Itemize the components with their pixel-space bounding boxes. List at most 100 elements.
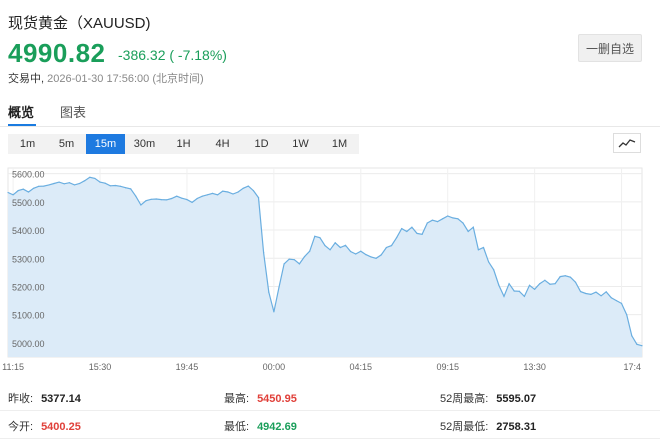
- x-tick-label: 15:30: [89, 362, 112, 372]
- period-4h-button[interactable]: 4H: [215, 138, 230, 150]
- period-1m-button[interactable]: 1m: [19, 138, 36, 150]
- stat-prev-close: 昨收: 5377.14: [8, 390, 81, 406]
- price-point: [99, 181, 101, 183]
- price-point: [7, 191, 9, 194]
- price-point: [314, 235, 316, 237]
- price-point: [222, 190, 224, 192]
- x-tick-label: 13:30: [523, 362, 546, 372]
- stat-prev-close-value: 5377.14: [41, 393, 81, 405]
- stat-52w-low-label: 52周最低:: [440, 421, 489, 433]
- price-point: [641, 345, 643, 347]
- price-point: [569, 276, 572, 278]
- price-point: [53, 182, 55, 185]
- chart-type-toggle-button[interactable]: [613, 133, 641, 153]
- price-point: [227, 191, 229, 193]
- price-point: [89, 176, 91, 178]
- period-5m-button[interactable]: 5m: [58, 138, 75, 150]
- price-point: [176, 195, 178, 197]
- period-1h-button[interactable]: 1H: [176, 138, 191, 150]
- status-label: 交易中,: [8, 73, 45, 85]
- price-point: [436, 220, 439, 223]
- tab-overview[interactable]: 概览: [8, 105, 35, 120]
- price-point: [171, 197, 173, 200]
- price-point: [78, 182, 81, 185]
- price-point: [119, 185, 122, 187]
- price-point: [237, 191, 239, 193]
- stat-low-label: 最低:: [224, 421, 250, 433]
- status-timezone: (北京时间): [152, 73, 204, 85]
- price-point: [114, 184, 116, 187]
- stats-row-2: 今开: 5400.25 最低: 4942.69 52周最低: 2758.31: [0, 412, 660, 439]
- price-point: [263, 252, 265, 254]
- price-point: [298, 263, 301, 265]
- period-1w-button[interactable]: 1W: [292, 138, 309, 150]
- price-point: [452, 217, 454, 219]
- stat-high-value: 5450.95: [257, 393, 297, 405]
- price-point: [370, 256, 372, 258]
- price-point: [493, 269, 495, 271]
- active-tab-indicator: [8, 124, 36, 126]
- price-point: [186, 198, 188, 201]
- price-point: [48, 184, 50, 186]
- price-point: [600, 295, 602, 297]
- x-tick-label: 11:15: [2, 362, 24, 372]
- remove-from-watchlist-button[interactable]: 一删自选: [578, 34, 642, 62]
- price-point: [257, 197, 260, 199]
- price-point: [145, 200, 147, 202]
- y-tick-label: 5200.00: [12, 282, 45, 292]
- price-point: [94, 177, 96, 180]
- stat-prev-close-label: 昨收:: [8, 393, 34, 405]
- line-chart-icon: [618, 139, 636, 148]
- tab-chart[interactable]: 图表: [60, 105, 87, 120]
- price-point: [380, 254, 382, 256]
- price-point: [293, 259, 295, 261]
- price-point: [196, 197, 198, 200]
- price-point: [252, 189, 255, 192]
- price-point: [564, 275, 566, 277]
- price-point: [518, 290, 520, 292]
- stat-52w-low-value: 2758.31: [496, 421, 537, 433]
- x-tick-label: 09:15: [436, 362, 459, 372]
- stat-52w-high: 52周最高: 5595.07: [440, 390, 536, 406]
- price-point: [528, 284, 531, 286]
- price-point: [339, 246, 341, 249]
- price-point: [513, 290, 515, 292]
- price-point: [309, 250, 311, 252]
- price-point: [160, 198, 162, 201]
- price-point: [365, 254, 367, 256]
- period-selector: 1m 5m 15m 30m 1H 4H 1D 1W 1M: [8, 134, 359, 154]
- price-point: [334, 242, 336, 244]
- price-point: [636, 343, 638, 345]
- price-point: [523, 295, 526, 297]
- price-point: [426, 222, 428, 224]
- price-point: [615, 299, 618, 302]
- price-point: [278, 286, 280, 288]
- period-1d-button[interactable]: 1D: [254, 138, 269, 150]
- price-point: [155, 198, 157, 200]
- y-tick-label: 5600.00: [12, 170, 45, 180]
- price-point: [247, 185, 249, 187]
- stat-high: 最高: 5450.95: [224, 390, 297, 406]
- stat-low-value: 4942.69: [257, 421, 297, 433]
- price-point: [360, 250, 362, 252]
- current-price: 4990.82: [8, 38, 106, 68]
- period-30m-button[interactable]: 30m: [133, 138, 156, 150]
- price-point: [140, 204, 142, 206]
- price-point: [488, 261, 490, 263]
- period-15m-button[interactable]: 15m: [86, 134, 125, 154]
- price-point: [472, 226, 474, 228]
- price-point: [58, 181, 60, 183]
- price-point: [150, 198, 152, 200]
- trading-status: 交易中, 2026-01-30 17:56:00 (北京时间): [8, 70, 204, 86]
- price-point: [441, 218, 444, 220]
- price-point: [38, 185, 40, 187]
- price-point: [498, 284, 500, 286]
- price-point: [385, 246, 387, 249]
- price-point: [580, 290, 582, 293]
- price-point: [288, 258, 290, 260]
- price-point: [620, 302, 623, 305]
- stat-high-label: 最高:: [224, 393, 250, 405]
- period-1mo-button[interactable]: 1M: [331, 138, 348, 150]
- x-tick-label: 04:15: [350, 362, 373, 372]
- price-point: [355, 253, 357, 255]
